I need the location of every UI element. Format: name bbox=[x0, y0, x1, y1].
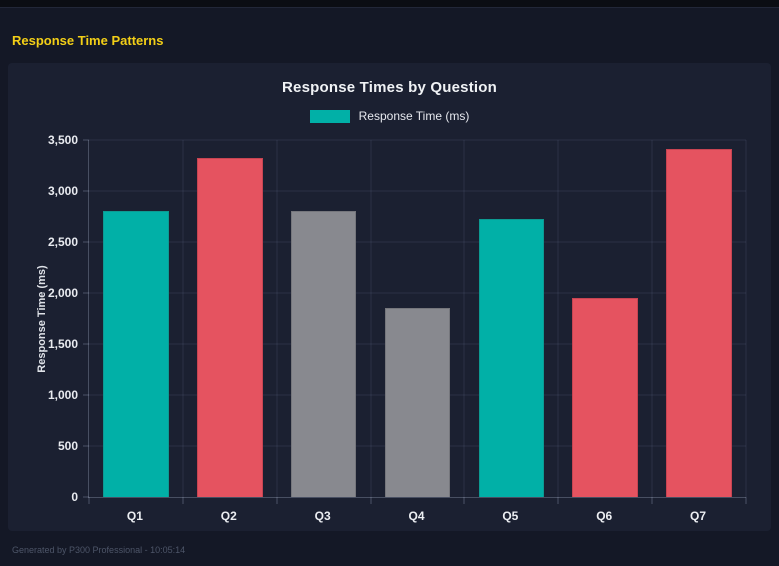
gridline-vertical bbox=[463, 140, 465, 497]
y-axis-tick bbox=[83, 343, 89, 345]
x-axis-tick bbox=[745, 497, 747, 504]
gridline-vertical bbox=[276, 140, 278, 497]
y-axis-tick-label: 500 bbox=[57, 439, 78, 453]
y-axis-tick bbox=[83, 139, 89, 141]
y-axis-tick-label: 1,500 bbox=[47, 337, 78, 351]
bar-q5[interactable] bbox=[478, 219, 545, 497]
x-axis-tick bbox=[276, 497, 278, 504]
bar-q4[interactable] bbox=[384, 308, 451, 497]
page-title: Response Time Patterns bbox=[12, 33, 164, 48]
y-axis-tick bbox=[83, 190, 89, 192]
gridline-vertical bbox=[182, 140, 184, 497]
x-axis-tick bbox=[651, 497, 653, 504]
gridline-horizontal bbox=[89, 292, 746, 294]
x-axis-tick bbox=[88, 497, 90, 504]
x-axis-label: Q1 bbox=[126, 509, 143, 523]
bar-q2[interactable] bbox=[196, 157, 263, 497]
x-axis-label: Q5 bbox=[502, 509, 519, 523]
y-axis-tick-label: 0 bbox=[71, 490, 78, 504]
gridline-vertical bbox=[651, 140, 653, 497]
bar-q6[interactable] bbox=[572, 298, 639, 497]
bar-q3[interactable] bbox=[290, 211, 357, 497]
y-axis-tick-label: 3,000 bbox=[47, 184, 78, 198]
top-bar bbox=[0, 0, 779, 8]
chart-title: Response Times by Question bbox=[282, 79, 497, 96]
x-axis-tick bbox=[182, 497, 184, 504]
y-axis-tick-label: 2,000 bbox=[47, 286, 78, 300]
y-axis-tick bbox=[83, 496, 89, 498]
gridline-vertical bbox=[745, 140, 747, 497]
legend-swatch bbox=[309, 109, 350, 123]
bar-q7[interactable] bbox=[666, 149, 732, 497]
gridline-vertical bbox=[557, 140, 559, 497]
x-axis-label: Q2 bbox=[220, 509, 237, 523]
plot-area bbox=[83, 139, 747, 504]
x-axis-labels: Q1 Q2 Q3 Q4 Q5 Q6 Q7 bbox=[88, 509, 745, 525]
y-axis-tick-label: 3,500 bbox=[47, 133, 78, 147]
x-axis-tick bbox=[557, 497, 559, 504]
y-axis-tick bbox=[83, 394, 89, 396]
footer-text: Generated by P300 Professional - 10:05:1… bbox=[12, 545, 186, 555]
y-axis-tick bbox=[83, 292, 89, 294]
x-axis-tick bbox=[463, 497, 465, 504]
y-axis-tick bbox=[83, 445, 89, 447]
y-axis-tick-labels: 0 500 1,000 1,500 2,000 2,500 3,000 3,500 bbox=[8, 134, 78, 503]
gridline-horizontal bbox=[89, 139, 746, 141]
legend-label: Response Time (ms) bbox=[358, 109, 470, 123]
gridline-horizontal bbox=[89, 190, 746, 192]
y-axis-tick-label: 1,000 bbox=[47, 388, 78, 402]
x-axis-label: Q3 bbox=[314, 509, 331, 523]
chart-panel: Response Times by Question Response Time… bbox=[8, 63, 771, 531]
x-axis-label: Q4 bbox=[408, 509, 425, 523]
x-axis-label: Q6 bbox=[596, 509, 613, 523]
gridline-horizontal bbox=[89, 241, 746, 243]
x-axis-tick bbox=[370, 497, 372, 504]
bar-q1[interactable] bbox=[103, 211, 169, 497]
y-axis-tick bbox=[83, 241, 89, 243]
chart-legend[interactable]: Response Time (ms) bbox=[8, 109, 771, 123]
y-axis-tick-label: 2,500 bbox=[47, 235, 78, 249]
x-axis-label: Q7 bbox=[690, 509, 707, 523]
gridline-vertical bbox=[370, 140, 372, 497]
